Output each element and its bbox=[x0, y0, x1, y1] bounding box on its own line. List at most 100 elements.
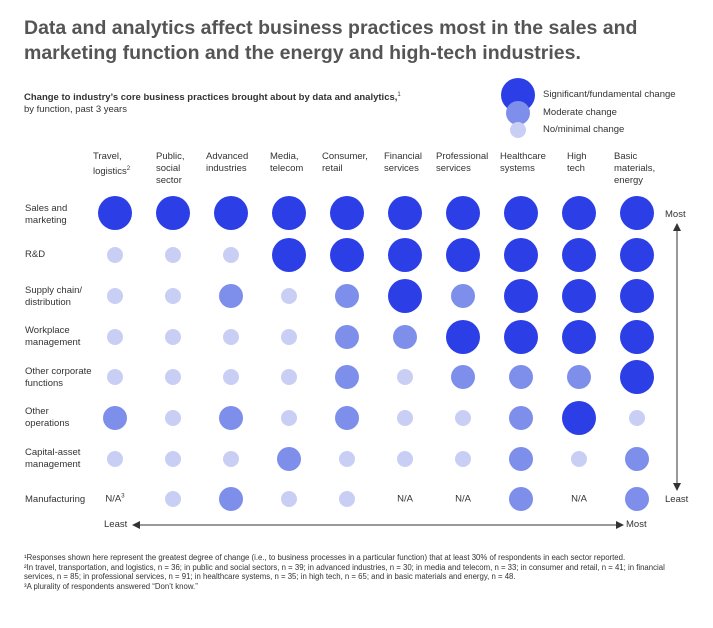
subtitle-main: Change to industry’s core business pract… bbox=[24, 92, 398, 104]
column-header-line: materials, bbox=[614, 163, 656, 174]
bubble-r-d-high-tech bbox=[562, 238, 596, 272]
column-header-line: Healthcare bbox=[500, 151, 546, 162]
bubble-workplace-management-financial-services bbox=[393, 325, 417, 349]
column-header-line: social bbox=[156, 163, 181, 174]
bubble-sales-and-marketing-basic-materials-energy bbox=[620, 196, 654, 230]
column-header-line: Travel, bbox=[93, 151, 122, 162]
bubble-capital-asset-management-healthcare-systems bbox=[509, 447, 533, 471]
bubble-sales-and-marketing-financial-services bbox=[388, 196, 422, 230]
row-label-line: Other bbox=[25, 406, 49, 417]
row-label-line: management bbox=[25, 337, 81, 348]
bubble-sales-and-marketing-professional-services bbox=[446, 196, 480, 230]
footnote-3: ³A plurality of respondents answered “Do… bbox=[24, 581, 198, 591]
bubble-other-operations-media-telecom bbox=[281, 410, 297, 426]
row-label-line: Workplace bbox=[25, 325, 70, 336]
footnote-1: ¹Responses shown here represent the grea… bbox=[24, 553, 626, 562]
bubble-supply-chain-distribution-media-telecom bbox=[281, 288, 297, 304]
legend-marker-moderate-change bbox=[506, 101, 530, 125]
bubble-r-d-public-social-sector bbox=[165, 247, 181, 263]
column-header-media-telecom: Media, telecom bbox=[270, 151, 332, 175]
row-label-line: Sales and bbox=[25, 203, 68, 214]
bubble-workplace-management-healthcare-systems bbox=[504, 320, 538, 354]
bubble-r-d-financial-services bbox=[388, 238, 422, 272]
chart-title: Data and analytics affect business pract… bbox=[24, 17, 638, 64]
bubble-r-d-professional-services bbox=[446, 238, 480, 272]
legend-label-no-minimal-change: No/minimal change bbox=[543, 124, 625, 135]
bubble-manufacturing-advanced-industries bbox=[219, 487, 243, 511]
subtitle-footnote-mark: 1 bbox=[397, 92, 401, 98]
row-label-capital-asset-management: Capital-asset management bbox=[25, 447, 80, 471]
na-label: N/A bbox=[397, 493, 413, 505]
bubble-other-corporate-functions-professional-services bbox=[451, 365, 475, 389]
bubble-capital-asset-management-advanced-industries bbox=[223, 451, 239, 467]
bubble-sales-and-marketing-travel-logistics bbox=[98, 196, 132, 230]
column-header-consumer-retail: Consumer, retail bbox=[322, 151, 384, 175]
column-header-healthcare-systems: Healthcare systems bbox=[500, 151, 562, 175]
bubble-capital-asset-management-professional-services bbox=[455, 451, 471, 467]
bubble-workplace-management-travel-logistics bbox=[107, 329, 123, 345]
column-header-line: Consumer, bbox=[322, 151, 368, 162]
bubble-other-corporate-functions-high-tech bbox=[567, 365, 591, 389]
bubble-sales-and-marketing-consumer-retail bbox=[330, 196, 364, 230]
y-axis-arrow-down bbox=[673, 483, 681, 491]
bubble-other-operations-consumer-retail bbox=[335, 406, 359, 430]
row-label-line: distribution bbox=[25, 297, 71, 308]
bubble-supply-chain-distribution-advanced-industries bbox=[219, 284, 243, 308]
row-label-line: Supply chain/ bbox=[25, 285, 83, 296]
legend-label-significant-fundamental-change: Significant/fundamental change bbox=[543, 89, 676, 100]
bubble-capital-asset-management-media-telecom bbox=[277, 447, 301, 471]
column-header-professional-services: Professional services bbox=[436, 151, 498, 175]
bubble-other-operations-financial-services bbox=[397, 410, 413, 426]
bubble-workplace-management-professional-services bbox=[446, 320, 480, 354]
bubble-manufacturing-healthcare-systems bbox=[509, 487, 533, 511]
bubble-other-corporate-functions-media-telecom bbox=[281, 369, 297, 385]
column-header-line: logistics bbox=[93, 166, 127, 178]
row-label-sales-and-marketing: Sales and marketing bbox=[25, 203, 67, 227]
column-header-line: telecom bbox=[270, 163, 304, 174]
bubble-workplace-management-consumer-retail bbox=[335, 325, 359, 349]
bubble-manufacturing-basic-materials-energy bbox=[625, 487, 649, 511]
column-header-line: services bbox=[384, 163, 419, 174]
bubble-supply-chain-distribution-consumer-retail bbox=[335, 284, 359, 308]
column-header-public-social-sector: Public, social sector bbox=[156, 151, 218, 187]
bubble-other-corporate-functions-healthcare-systems bbox=[509, 365, 533, 389]
row-label-other-corporate-functions: Other corporate functions bbox=[25, 366, 92, 390]
column-header-line: services bbox=[436, 163, 471, 174]
row-label-line: functions bbox=[25, 378, 64, 389]
bubble-other-operations-professional-services bbox=[455, 410, 471, 426]
bubble-supply-chain-distribution-travel-logistics bbox=[107, 288, 123, 304]
row-label-line: Other corporate bbox=[25, 366, 92, 377]
bubble-other-corporate-functions-advanced-industries bbox=[223, 369, 239, 385]
bubble-other-corporate-functions-public-social-sector bbox=[165, 369, 181, 385]
column-header-line: Financial bbox=[384, 151, 423, 162]
row-label-line: Manufacturing bbox=[25, 494, 86, 505]
bubble-other-operations-travel-logistics bbox=[103, 406, 127, 430]
y-axis-top-label: Most bbox=[665, 209, 686, 220]
bubble-manufacturing-media-telecom bbox=[281, 491, 297, 507]
bubble-other-corporate-functions-travel-logistics bbox=[107, 369, 123, 385]
footnotes: ¹Responses shown here represent the grea… bbox=[24, 553, 689, 591]
column-header-line: systems bbox=[500, 163, 535, 174]
bubble-r-d-healthcare-systems bbox=[504, 238, 538, 272]
chart-subtitle: Change to industry’s core business pract… bbox=[24, 89, 401, 116]
bubble-manufacturing-public-social-sector bbox=[165, 491, 181, 507]
bubble-sales-and-marketing-public-social-sector bbox=[156, 196, 190, 230]
bubble-sales-and-marketing-advanced-industries bbox=[214, 196, 248, 230]
row-label-supply-chain-distribution: Supply chain/distribution bbox=[25, 285, 82, 309]
na-label: N/A3 bbox=[105, 493, 125, 505]
legend-marker-no-minimal-change bbox=[510, 122, 526, 138]
column-header-financial-services: Financial services bbox=[384, 151, 446, 175]
bubble-supply-chain-distribution-public-social-sector bbox=[165, 288, 181, 304]
bubble-sales-and-marketing-high-tech bbox=[562, 196, 596, 230]
bubble-supply-chain-distribution-financial-services bbox=[388, 279, 422, 313]
column-header-line: Advanced bbox=[206, 151, 249, 162]
bubble-capital-asset-management-consumer-retail bbox=[339, 451, 355, 467]
bubble-other-corporate-functions-financial-services bbox=[397, 369, 413, 385]
bubble-supply-chain-distribution-healthcare-systems bbox=[504, 279, 538, 313]
column-header-line: Professional bbox=[436, 151, 489, 162]
na-label: N/A bbox=[455, 493, 471, 505]
bubble-sales-and-marketing-media-telecom bbox=[272, 196, 306, 230]
bubble-workplace-management-media-telecom bbox=[281, 329, 297, 345]
bubble-sales-and-marketing-healthcare-systems bbox=[504, 196, 538, 230]
bubble-workplace-management-basic-materials-energy bbox=[620, 320, 654, 354]
